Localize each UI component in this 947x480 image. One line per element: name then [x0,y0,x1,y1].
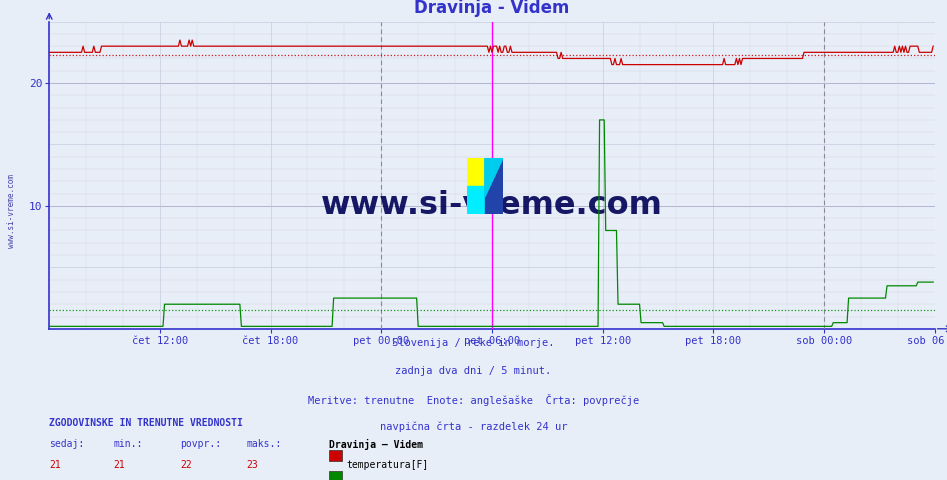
Text: 21: 21 [114,460,125,470]
Text: 21: 21 [49,460,61,470]
Bar [467,186,485,214]
Text: zadnja dva dni / 5 minut.: zadnja dva dni / 5 minut. [396,366,551,376]
Text: www.si-vreme.com: www.si-vreme.com [321,191,663,221]
Text: maks.:: maks.: [246,439,281,449]
Text: Dravinja – Videm: Dravinja – Videm [329,439,422,450]
Text: www.si-vreme.com: www.si-vreme.com [7,174,16,248]
Text: Meritve: trenutne  Enote: anglešaške  Črta: povprečje: Meritve: trenutne Enote: anglešaške Črta… [308,394,639,406]
Bar [467,158,485,186]
Text: 22: 22 [180,460,191,470]
Polygon shape [485,158,503,214]
Text: Slovenija / reke in morje.: Slovenija / reke in morje. [392,338,555,348]
Text: povpr.:: povpr.: [180,439,221,449]
Title: Dravinja - Videm: Dravinja - Videm [414,0,570,17]
Text: min.:: min.: [114,439,143,449]
Text: temperatura[F]: temperatura[F] [347,460,429,470]
Text: navpična črta - razdelek 24 ur: navpična črta - razdelek 24 ur [380,422,567,432]
Polygon shape [485,158,503,197]
Text: 23: 23 [246,460,258,470]
Text: ZGODOVINSKE IN TRENUTNE VREDNOSTI: ZGODOVINSKE IN TRENUTNE VREDNOSTI [49,418,243,428]
Text: sedaj:: sedaj: [49,439,84,449]
